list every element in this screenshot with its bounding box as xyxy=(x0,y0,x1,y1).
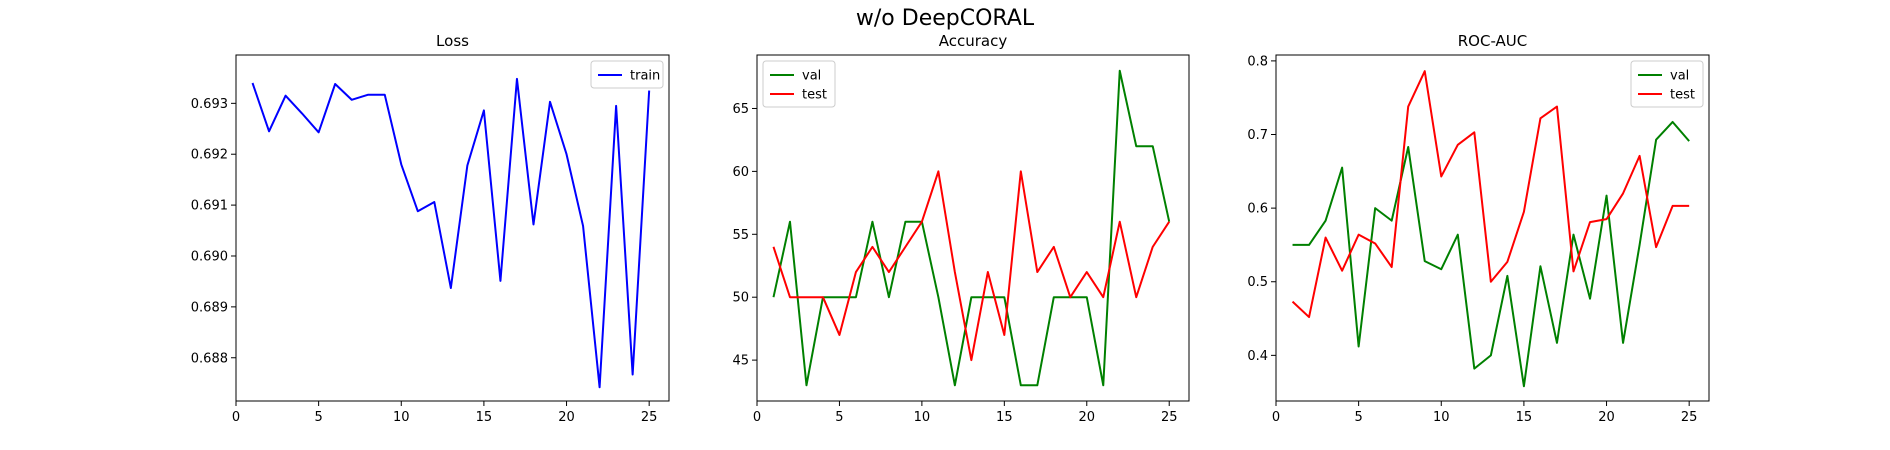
roc-auc-series-test-line xyxy=(1291,70,1690,319)
accuracy-legend-label-test: test xyxy=(802,88,827,103)
accuracy-ytick-label: 60 xyxy=(732,165,749,180)
loss-xtick-label: 5 xyxy=(314,410,322,425)
loss-xtick-label: 15 xyxy=(476,410,493,425)
accuracy-ytick-label: 50 xyxy=(732,291,749,306)
loss-ytick-label: 0.692 xyxy=(191,148,228,163)
accuracy-legend xyxy=(762,60,836,108)
roc-auc-axes-frame xyxy=(1275,54,1710,402)
roc-auc-legend-label-test: test xyxy=(1670,88,1695,103)
roc-auc-ytick-label: 0.7 xyxy=(1247,128,1268,143)
accuracy-xtick-label: 25 xyxy=(1161,410,1178,425)
loss-ytick-label: 0.691 xyxy=(191,199,228,214)
loss-xtick-label: 10 xyxy=(393,410,410,425)
loss-xtick-label: 20 xyxy=(558,410,575,425)
loss-panel: Loss 0 5 10 15 20 25 0.688 0.689 0.690 0.691 0.692 0… xyxy=(191,32,670,425)
loss-series-train-line xyxy=(251,77,651,389)
accuracy-xtick-label: 15 xyxy=(996,410,1013,425)
accuracy-xtick-label: 20 xyxy=(1078,410,1095,425)
accuracy-series-test-line xyxy=(772,170,1171,362)
roc-auc-xtick-label: 10 xyxy=(1433,410,1450,425)
roc-auc-xtick-label: 20 xyxy=(1598,410,1615,425)
accuracy-ytick-label: 45 xyxy=(732,354,749,369)
figure-suptitle: w/o DeepCORAL xyxy=(856,6,1035,31)
accuracy-title: Accuracy xyxy=(939,32,1008,50)
loss-legend xyxy=(590,60,664,89)
accuracy-panel: Accuracy 0 5 10 15 20 25 45 50 55 60 65 val test xyxy=(732,32,1190,425)
roc-auc-xtick-label: 0 xyxy=(1272,410,1280,425)
roc-auc-ytick-label: 0.6 xyxy=(1247,202,1268,217)
roc-auc-panel: ROC-AUC 0 5 10 15 20 25 0.4 0.5 0.6 0.7 0.8 val test xyxy=(1247,32,1710,425)
accuracy-ytick-label: 55 xyxy=(732,228,749,243)
loss-title: Loss xyxy=(436,32,469,50)
loss-ytick-label: 0.689 xyxy=(191,300,228,315)
roc-auc-xtick-label: 5 xyxy=(1354,410,1362,425)
accuracy-xtick-label: 10 xyxy=(914,410,931,425)
loss-ytick-label: 0.688 xyxy=(191,351,228,366)
loss-legend-label-train: train xyxy=(630,69,660,84)
loss-axes-frame xyxy=(235,54,670,402)
roc-auc-legend xyxy=(1630,60,1704,108)
roc-auc-legend-label-val: val xyxy=(1670,69,1689,84)
roc-auc-ytick-label: 0.8 xyxy=(1247,54,1268,69)
loss-ytick-label: 0.693 xyxy=(191,97,228,112)
roc-auc-series-val-line xyxy=(1292,120,1690,388)
roc-auc-ytick-label: 0.5 xyxy=(1247,275,1268,290)
accuracy-xtick-label: 0 xyxy=(753,410,761,425)
accuracy-ytick-label: 65 xyxy=(732,102,749,117)
roc-auc-title: ROC-AUC xyxy=(1458,32,1528,50)
roc-auc-ytick-label: 0.4 xyxy=(1247,349,1268,364)
loss-xtick-label: 0 xyxy=(232,410,240,425)
loss-xtick-label: 25 xyxy=(641,410,658,425)
roc-auc-xtick-label: 25 xyxy=(1681,410,1698,425)
accuracy-legend-label-val: val xyxy=(802,69,821,84)
roc-auc-xtick-label: 15 xyxy=(1516,410,1533,425)
accuracy-series-val-line xyxy=(772,69,1171,387)
loss-ytick-label: 0.690 xyxy=(191,249,228,264)
accuracy-xtick-label: 5 xyxy=(835,410,843,425)
accuracy-axes-frame xyxy=(756,54,1190,402)
